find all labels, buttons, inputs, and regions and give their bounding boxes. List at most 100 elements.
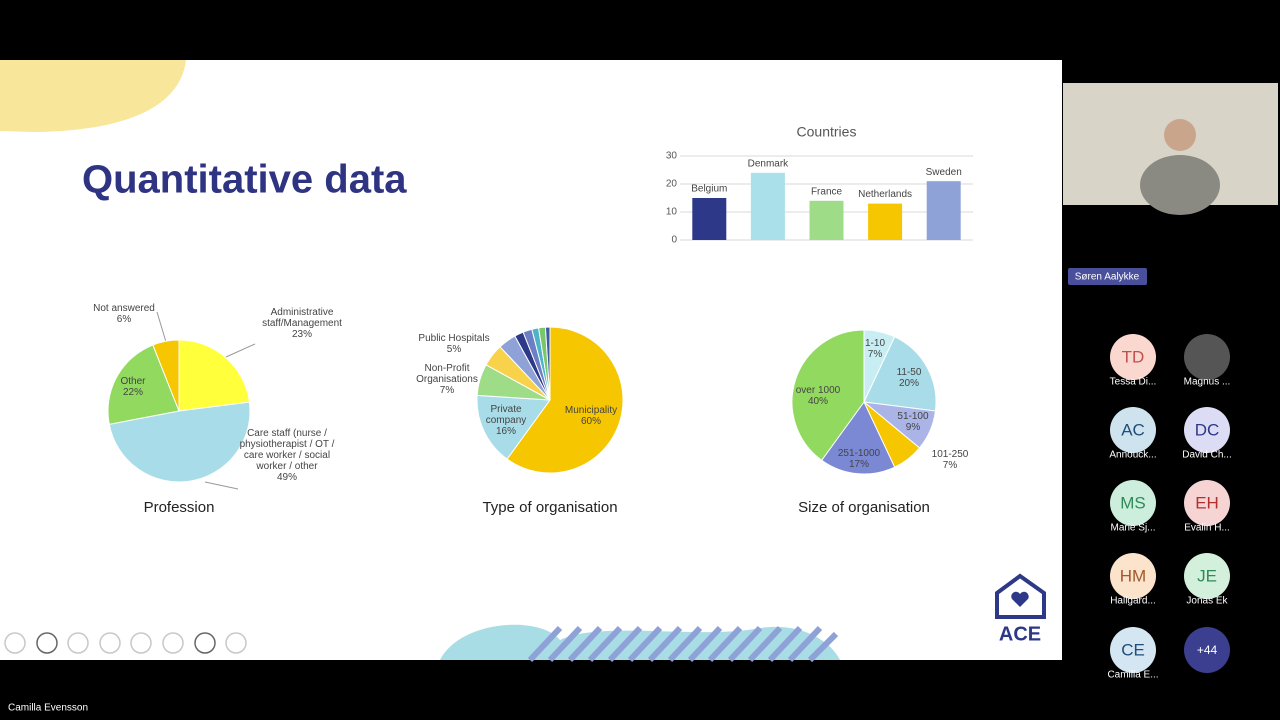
participant-avatar — [1110, 553, 1156, 599]
bar — [692, 198, 727, 240]
participant-avatar — [1184, 553, 1230, 599]
participant-avatar — [1184, 407, 1230, 453]
slide-toolbar — [4, 632, 247, 654]
label-text: 11-50 — [896, 367, 922, 378]
label-text: 23% — [291, 329, 312, 340]
slice-label: 11-50 20% — [894, 367, 924, 389]
chart-caption: Type of organisation — [482, 499, 617, 516]
label-text: 16% — [495, 426, 516, 437]
pie-slice — [544, 326, 551, 401]
participant-initials: HM — [1120, 566, 1146, 585]
y-tick-label: 0 — [671, 235, 677, 246]
slice-label: Non-Profit Organisations 7% — [412, 363, 482, 396]
label-text: 6% — [116, 314, 132, 325]
slide-title: Quantitative data — [82, 158, 407, 202]
participant-avatar — [1110, 407, 1156, 453]
bar-label: Netherlands — [858, 189, 912, 200]
participant-name: David Ch... — [1182, 450, 1231, 461]
label-text: Other — [120, 376, 146, 387]
slice-label: Care staff (nurse / physiotherapist / OT… — [235, 428, 340, 483]
label-text: 7% — [867, 349, 883, 360]
logo-text: ACE — [999, 623, 1041, 645]
label-text: 22% — [122, 387, 143, 398]
bar-label: Denmark — [748, 158, 790, 169]
participant-name: Camilla E... — [1107, 670, 1158, 681]
leader-line — [204, 481, 239, 490]
label-text: 7% — [942, 460, 958, 471]
y-tick-label: 30 — [666, 151, 678, 162]
slice-label: 101-250 7% — [930, 449, 970, 471]
bar — [809, 200, 844, 240]
slice-label: over 1000 40% — [791, 385, 846, 407]
bar-label: France — [811, 186, 843, 197]
more-count: +44 — [1197, 643, 1218, 657]
participant-name: Tessa Di... — [1110, 377, 1157, 388]
participant-initials: MS — [1120, 493, 1146, 512]
slice-label: Not answered 6% — [89, 303, 159, 325]
logo-house — [995, 573, 1046, 619]
label-text: Administrative staff/Management — [262, 307, 342, 329]
pie-slice — [107, 344, 180, 425]
label-text: 60% — [580, 416, 601, 427]
pie-slice — [863, 336, 937, 412]
slice-label: 51-100 9% — [893, 411, 933, 433]
participant-initials: CE — [1121, 640, 1145, 659]
logo-heart — [1011, 591, 1029, 607]
slice-label: Administrative staff/Management 23% — [252, 307, 352, 340]
next-button[interactable] — [36, 632, 58, 654]
participant-name: Marie Sj... — [1110, 523, 1155, 534]
label-text: 5% — [446, 344, 462, 355]
more-button[interactable] — [225, 632, 247, 654]
label-text: 49% — [276, 472, 297, 483]
label-text: 9% — [905, 422, 921, 433]
chart-caption: Size of organisation — [798, 499, 930, 516]
zoom-button[interactable] — [130, 632, 152, 654]
participant-initials: AC — [1121, 420, 1145, 439]
participant-initials: JE — [1197, 566, 1217, 585]
slice-label: Municipality 60% — [561, 405, 621, 427]
participant-name: Evalin H... — [1184, 523, 1230, 534]
label-text: Not answered — [93, 303, 155, 314]
bar-label: Belgium — [691, 184, 727, 195]
more-participants[interactable] — [1184, 627, 1230, 673]
slice-label: 1-10 7% — [860, 338, 890, 360]
participant-avatar — [1110, 334, 1156, 380]
label-text: Private company — [485, 404, 527, 426]
slice-label: Other 22% — [108, 376, 158, 398]
pie-slice — [152, 339, 180, 412]
participant-initials: TD — [1122, 347, 1145, 366]
participant-name: Hallgard... — [1110, 596, 1156, 607]
participant-avatar — [1110, 480, 1156, 526]
speaker-tag — [1068, 268, 1147, 285]
slice-label: Public Hospitals 5% — [414, 333, 494, 355]
subtitles-button[interactable] — [162, 632, 184, 654]
slides-button[interactable] — [99, 632, 121, 654]
slice-label: 251-1000 17% — [834, 448, 884, 470]
presenter-name: Camilla Evensson — [8, 703, 88, 714]
label-text: 20% — [898, 378, 919, 389]
y-tick-label: 10 — [666, 207, 678, 218]
bar — [750, 172, 785, 240]
bar-label: Sweden — [926, 167, 962, 178]
speaker-head — [1164, 119, 1196, 151]
decor-stripes — [527, 625, 839, 663]
bar — [868, 203, 903, 240]
pie-slice — [506, 326, 624, 474]
pie-slice — [108, 401, 251, 483]
pen-button[interactable] — [67, 632, 89, 654]
pie-slice — [476, 394, 551, 460]
y-tick-label: 20 — [666, 179, 678, 190]
label-text: 101-250 — [931, 449, 969, 460]
camera-button[interactable] — [194, 632, 216, 654]
speaker-name: Søren Aalykke — [1075, 272, 1140, 283]
label-text: 40% — [807, 396, 828, 407]
chart-title: Countries — [797, 124, 857, 140]
participant-initials: DC — [1195, 420, 1220, 439]
prev-button[interactable] — [4, 632, 26, 654]
label-text: 7% — [439, 385, 455, 396]
label-text: Public Hospitals — [418, 333, 490, 344]
slice-label: Private company 16% — [479, 404, 534, 437]
bar — [926, 181, 961, 240]
label-text: Non-Profit Organisations — [416, 363, 478, 385]
